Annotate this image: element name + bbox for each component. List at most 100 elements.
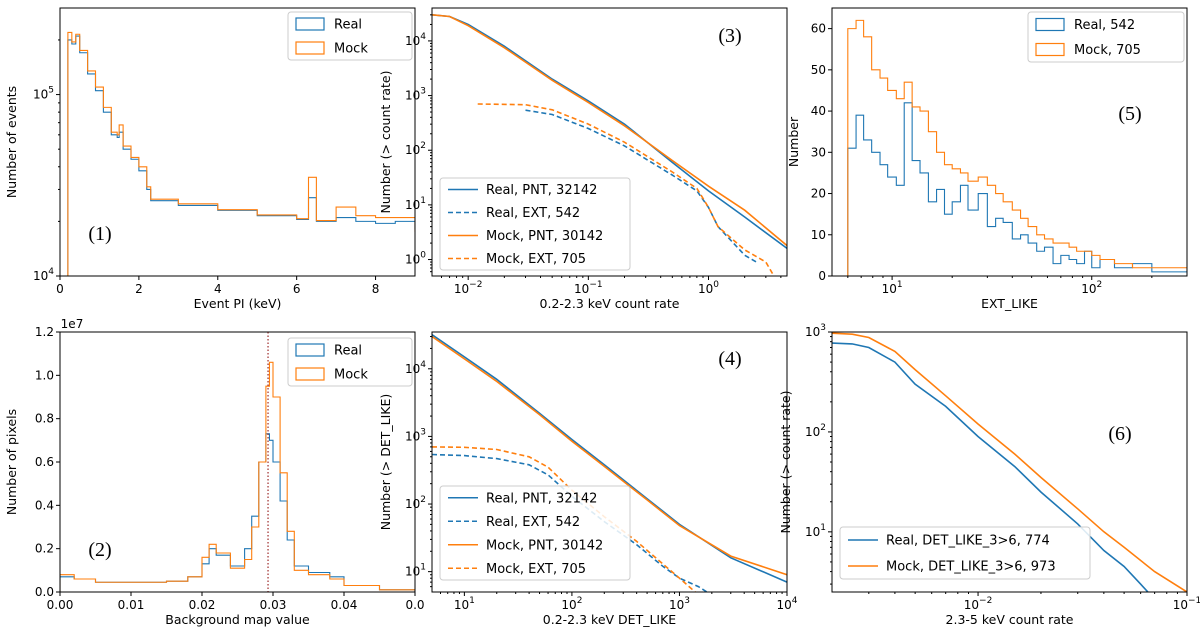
y-axis-label: Number (> count rate) — [778, 390, 793, 533]
series-mock-705 — [847, 19, 1187, 276]
x-axis-label: Event PI (keV) — [194, 296, 282, 311]
legend-box — [439, 177, 631, 271]
series-mock — [60, 361, 415, 592]
x-tick-label: 0.01 — [118, 598, 145, 612]
x-tick-label: 104 — [776, 596, 797, 612]
x-tick-label: 102 — [1081, 280, 1102, 296]
legend-label: Real, PNT, 32142 — [486, 183, 597, 198]
offset-text: 1e7 — [61, 317, 84, 331]
legend-box — [287, 337, 413, 387]
y-tick-label: 102 — [405, 495, 426, 511]
y-tick-label: 102 — [805, 423, 826, 439]
series-group — [60, 361, 415, 592]
x-tick-label: 103 — [669, 596, 690, 612]
legend-label: Mock, EXT, 705 — [486, 252, 586, 267]
y-axis-label: Number (> DET_LIKE) — [378, 394, 393, 531]
y-tick-label: 103 — [405, 87, 426, 103]
axes-frame — [431, 331, 788, 593]
legend-box — [287, 11, 413, 61]
y-tick-label: 0.8 — [35, 412, 54, 426]
y-axis-label: Number (> count rate) — [378, 70, 393, 213]
series-group — [67, 31, 415, 276]
panel-label: (1) — [88, 223, 111, 245]
series-real-det-like-3-6-774 — [832, 342, 1149, 592]
legend-box — [1027, 11, 1185, 63]
legend-swatch — [295, 367, 325, 381]
legend-swatch — [295, 343, 325, 357]
legend-swatch — [295, 17, 325, 31]
panel-p3: 10−2 10−1 100 100 101 102 103 104 0.2-2.3 keV co… — [378, 7, 788, 311]
legend-label: Real, EXT, 542 — [486, 515, 580, 530]
panel-p6: 10−2 10−1 101 102 103 2.3-5 keV count rate Num… — [778, 323, 1200, 627]
x-tick-label: 0.0 — [405, 598, 424, 612]
y-tick-label: 102 — [405, 141, 426, 157]
panel-label: (4) — [718, 348, 741, 370]
panel-p4: 101 102 103 104 101 102 103 104 0.2-2.3 keV DET_… — [378, 331, 798, 627]
legend-label: Mock, PNT, 30142 — [486, 538, 603, 553]
x-tick-label: 100 — [698, 280, 719, 296]
x-tick-label: 2 — [135, 282, 143, 296]
y-tick-label: 101 — [805, 523, 826, 539]
legend-label: Real — [334, 344, 362, 359]
legend-label: Mock, EXT, 705 — [486, 562, 586, 577]
legend-label: Mock, 705 — [1074, 43, 1141, 58]
y-tick-label: 104 — [405, 360, 426, 376]
panel-p1: 0 2 4 6 8 104 105 Event PI (keV) Number of event… — [4, 7, 416, 311]
y-axis-label: Number — [786, 116, 801, 167]
y-tick-label: 40 — [811, 104, 826, 118]
x-axis-label: Background map value — [165, 612, 310, 627]
series-mock-det-like-3-6-973 — [832, 332, 1187, 592]
x-tick-label: 10−1 — [1173, 596, 1200, 612]
panel-label: (6) — [1108, 423, 1131, 445]
y-tick-label: 0.2 — [35, 542, 54, 556]
x-tick-label: 10−1 — [574, 280, 603, 296]
panel-label: (2) — [88, 539, 111, 561]
x-tick-label: 0.04 — [331, 598, 358, 612]
legend: Real Mock — [287, 11, 413, 61]
legend-label: Mock — [334, 42, 368, 57]
y-tick-label: 1.0 — [35, 368, 54, 382]
y-tick-label: 104 — [33, 267, 54, 283]
y-tick-label: 20 — [811, 187, 826, 201]
legend-swatch — [295, 41, 325, 55]
y-tick-label: 0.4 — [35, 498, 54, 512]
y-axis-label: Number of events — [4, 86, 19, 198]
x-tick-label: 10−2 — [454, 280, 483, 296]
series-group — [847, 19, 1187, 276]
y-tick-label: 103 — [405, 427, 426, 443]
y-tick-label: 100 — [405, 251, 426, 267]
y-tick-label: 0 — [818, 269, 826, 283]
y-tick-label: 50 — [811, 63, 826, 77]
legend: Real, PNT, 32142 Real, EXT, 542 Mock, PNT,… — [439, 177, 631, 271]
series-mock-pnt-30142 — [432, 335, 787, 576]
series-real-542 — [847, 102, 1187, 276]
legend: Real Mock — [287, 337, 413, 387]
series-mock-ext-705 — [477, 103, 775, 276]
y-tick-label: 10 — [811, 228, 826, 242]
panel-label: (3) — [718, 25, 741, 47]
x-axis-label: 0.2-2.3 keV DET_LIKE — [543, 612, 677, 627]
legend-label: Real — [334, 18, 362, 33]
x-tick-label: 10−2 — [964, 596, 993, 612]
x-axis-label: 0.2-2.3 keV count rate — [540, 296, 680, 311]
legend-box — [839, 526, 1091, 580]
legend-label: Real, DET_LIKE_3>6, 774 — [886, 534, 1050, 549]
x-tick-label: 4 — [214, 282, 222, 296]
legend-label: Mock, DET_LIKE_3>6, 973 — [886, 560, 1056, 575]
legend-label: Real, PNT, 32142 — [486, 491, 597, 506]
y-tick-label: 1.2 — [35, 325, 54, 339]
axes-frame — [59, 7, 416, 277]
y-tick-label: 30 — [811, 145, 826, 159]
y-axis-label: Number of pixels — [4, 409, 19, 515]
legend: Real, 542 Mock, 705 — [1027, 11, 1185, 63]
x-tick-label: 8 — [372, 282, 380, 296]
x-tick-label: 0 — [56, 282, 64, 296]
legend-label: Mock, PNT, 30142 — [486, 229, 603, 244]
axes-frame — [431, 7, 788, 277]
legend-box — [439, 485, 631, 581]
legend-swatch — [1035, 17, 1065, 32]
panel-p2: 0.00 0.01 0.02 0.03 0.04 0.0 0.0 0.2 0.4 0.6 0.8 1.… — [4, 317, 425, 627]
x-tick-label: 101 — [882, 280, 903, 296]
y-tick-label: 101 — [405, 563, 426, 579]
